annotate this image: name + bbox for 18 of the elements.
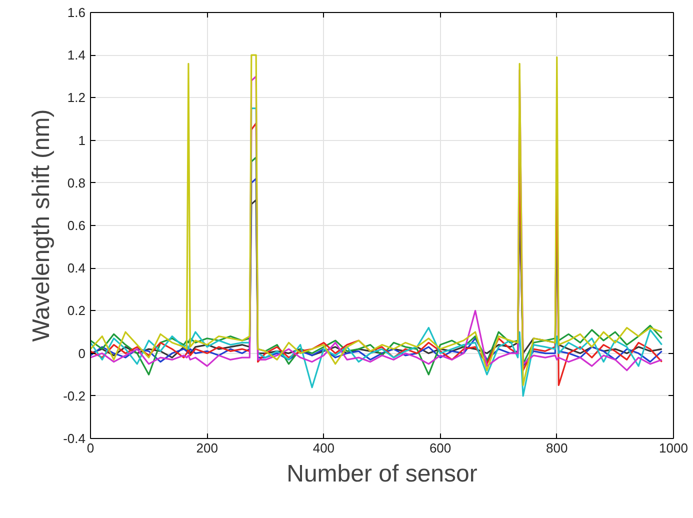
x-tick-label: 400 (312, 440, 335, 456)
y-tick-label: 0.2 (67, 303, 86, 318)
y-tick-label: 1.4 (67, 48, 86, 63)
x-tick-label: 800 (546, 440, 568, 456)
y-axis-title: Wavelength shift (nm) (28, 109, 56, 342)
y-tick-label: 1.2 (67, 90, 86, 106)
y-tick-label: -0.2 (63, 388, 86, 404)
x-axis-title: Number of sensor (286, 460, 478, 488)
x-tick-label: 1000 (659, 440, 688, 456)
y-tick-label: 1.6 (67, 5, 86, 20)
y-tick-label: 1 (78, 132, 86, 148)
y-tick-label: 0.4 (67, 260, 86, 276)
x-tick-label: 200 (196, 440, 218, 456)
x-tick-label: 600 (429, 440, 452, 456)
y-tick-label: 0.6 (67, 218, 86, 233)
y-tick-label: 0 (78, 346, 86, 361)
y-tick-label: -0.4 (63, 431, 86, 446)
y-tick-label: 0.8 (67, 175, 86, 190)
